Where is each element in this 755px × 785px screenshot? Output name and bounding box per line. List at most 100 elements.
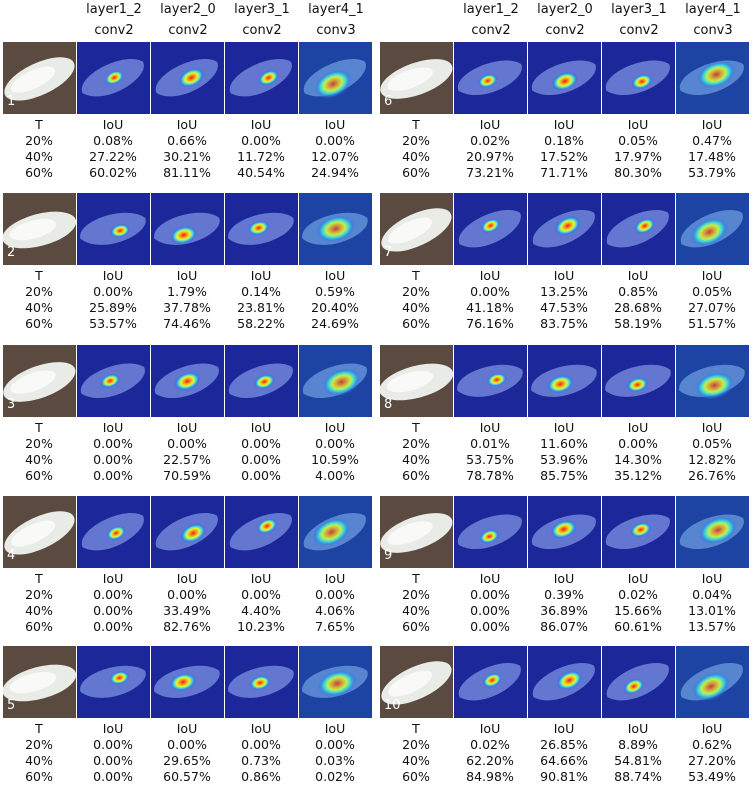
iou-value: 41.18% — [466, 300, 514, 315]
iou-value: 17.48% — [688, 149, 736, 164]
iou-value: 0.00% — [315, 133, 355, 148]
iou-label: IoU — [176, 117, 198, 132]
threshold-column: T 20% 40% 60% — [19, 268, 59, 332]
iou-label: IoU — [701, 268, 723, 283]
iou-label: IoU — [250, 268, 272, 283]
iou-column: IoU 0.66% 30.21% 81.11% — [147, 117, 227, 181]
iou-value: 76.16% — [466, 316, 514, 331]
threshold-column: T 20% 40% 60% — [19, 571, 59, 635]
threshold-value: 20% — [25, 284, 53, 299]
iou-column: IoU 0.14% 23.81% 58.22% — [221, 268, 301, 332]
iou-value: 27.07% — [688, 300, 736, 315]
rice-grain-photo — [380, 496, 453, 568]
iou-value: 54.81% — [614, 753, 662, 768]
activation-heatmap — [454, 646, 527, 718]
threshold-value: 20% — [402, 436, 430, 451]
rice-grain-photo — [380, 42, 453, 114]
threshold-value: 20% — [402, 587, 430, 602]
iou-value: 0.00% — [93, 436, 133, 451]
iou-value: 0.00% — [470, 587, 510, 602]
iou-value: 53.57% — [89, 316, 137, 331]
iou-value: 0.00% — [93, 769, 133, 784]
threshold-column: T 20% 40% 60% — [19, 117, 59, 181]
iou-label: IoU — [324, 571, 346, 586]
threshold-value: 60% — [402, 316, 430, 331]
iou-column: IoU 0.00% 0.73% 0.86% — [221, 721, 301, 785]
iou-value: 53.96% — [540, 452, 588, 467]
iou-value: 0.00% — [241, 133, 281, 148]
iou-column: IoU 0.00% 11.72% 40.54% — [221, 117, 301, 181]
header-layer: layer1_2 — [86, 2, 142, 17]
iou-column: IoU 11.60% 53.96% 85.75% — [524, 420, 604, 484]
threshold-value: 20% — [25, 587, 53, 602]
iou-column: IoU 0.00% 4.06% 7.65% — [295, 571, 375, 635]
iou-value: 0.00% — [315, 436, 355, 451]
iou-value: 4.00% — [315, 468, 355, 483]
iou-value: 24.69% — [311, 316, 359, 331]
iou-value: 7.65% — [315, 619, 355, 634]
iou-value: 29.65% — [163, 753, 211, 768]
t-label: T — [35, 721, 43, 736]
iou-column: IoU 0.05% 17.97% 80.30% — [598, 117, 678, 181]
iou-value: 0.00% — [241, 468, 281, 483]
iou-label: IoU — [479, 721, 501, 736]
column-header: layer3_1 conv2 — [599, 0, 679, 41]
header-conv: conv2 — [242, 23, 282, 38]
iou-value: 86.07% — [540, 619, 588, 634]
iou-value: 0.00% — [93, 468, 133, 483]
iou-column: IoU 0.00% 0.00% 0.00% — [221, 420, 301, 484]
iou-label: IoU — [176, 420, 198, 435]
iou-value: 37.78% — [163, 300, 211, 315]
iou-value: 0.86% — [241, 769, 281, 784]
iou-label: IoU — [701, 420, 723, 435]
t-label: T — [412, 117, 420, 132]
activation-heatmap — [676, 345, 749, 417]
header-layer: layer3_1 — [234, 2, 290, 17]
iou-column: IoU 0.62% 27.20% 53.49% — [672, 721, 752, 785]
iou-value: 0.47% — [692, 133, 732, 148]
iou-value: 0.00% — [618, 436, 658, 451]
iou-value: 12.07% — [311, 149, 359, 164]
iou-value: 0.08% — [93, 133, 133, 148]
iou-column: IoU 0.02% 62.20% 84.98% — [450, 721, 530, 785]
rice-grain-photo — [3, 42, 76, 114]
iou-label: IoU — [553, 420, 575, 435]
iou-value: 26.85% — [540, 737, 588, 752]
iou-value: 1.79% — [167, 284, 207, 299]
activation-heatmap — [528, 646, 601, 718]
iou-value: 0.85% — [618, 284, 658, 299]
header-layer: layer4_1 — [308, 2, 364, 17]
header-layer: layer4_1 — [685, 2, 741, 17]
activation-heatmap — [299, 193, 372, 265]
iou-column: IoU 0.39% 36.89% 86.07% — [524, 571, 604, 635]
iou-value: 0.04% — [692, 587, 732, 602]
threshold-value: 20% — [402, 133, 430, 148]
threshold-value: 60% — [25, 316, 53, 331]
column-header: layer4_1 conv3 — [296, 0, 376, 41]
iou-label: IoU — [102, 420, 124, 435]
iou-value: 0.00% — [93, 603, 133, 618]
iou-value: 22.57% — [163, 452, 211, 467]
header-layer: layer2_0 — [537, 2, 593, 17]
iou-value: 0.05% — [618, 133, 658, 148]
iou-value: 62.20% — [466, 753, 514, 768]
threshold-value: 20% — [402, 737, 430, 752]
iou-column: IoU 0.00% 33.49% 82.76% — [147, 571, 227, 635]
iou-column: IoU 8.89% 54.81% 88.74% — [598, 721, 678, 785]
iou-value: 0.05% — [692, 284, 732, 299]
header-layer: layer2_0 — [160, 2, 216, 17]
sample-number: 4 — [7, 548, 16, 563]
header-conv: conv2 — [168, 23, 208, 38]
iou-value: 0.00% — [241, 737, 281, 752]
threshold-column: T 20% 40% 60% — [396, 420, 436, 484]
activation-heatmap — [528, 496, 601, 568]
threshold-value: 40% — [25, 753, 53, 768]
iou-label: IoU — [553, 571, 575, 586]
activation-heatmap — [602, 496, 675, 568]
iou-column: IoU 0.00% 29.65% 60.57% — [147, 721, 227, 785]
iou-value: 0.01% — [470, 436, 510, 451]
header-conv: conv3 — [316, 23, 356, 38]
iou-label: IoU — [250, 571, 272, 586]
iou-value: 64.66% — [540, 753, 588, 768]
